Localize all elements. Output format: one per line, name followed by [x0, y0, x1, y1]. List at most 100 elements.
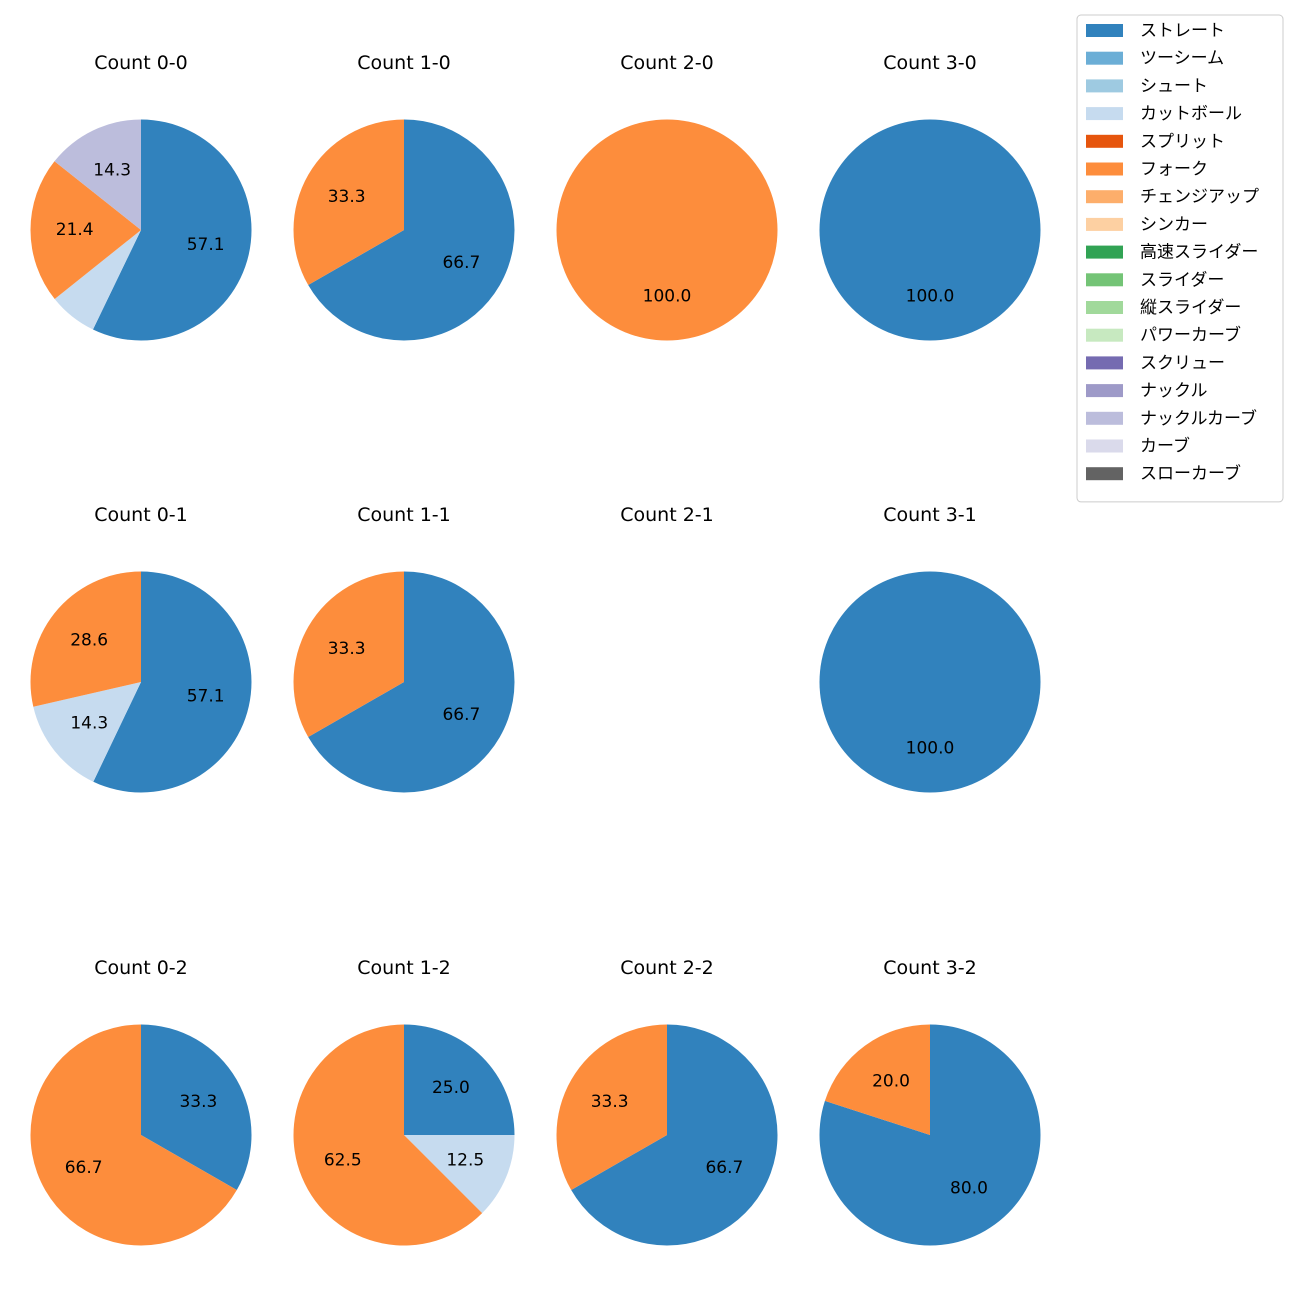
pie-title: Count 0-2	[94, 957, 188, 979]
pie-title: Count 0-1	[94, 504, 188, 526]
pie-slice	[92, 119, 252, 341]
legend-label: ナックル	[1140, 381, 1208, 401]
pie-title: Count 1-2	[357, 957, 451, 979]
legend-entry: カーブ	[1086, 436, 1190, 457]
slice-label: 100.0	[906, 286, 955, 306]
legend-label: シュート	[1140, 76, 1208, 96]
pie-slice	[54, 119, 142, 230]
pie-title: Count 3-2	[883, 957, 977, 979]
slice-label: 25.0	[432, 1078, 470, 1098]
pie-slice	[556, 119, 778, 341]
pie-title: Count 2-0	[620, 52, 714, 74]
legend-label: シンカー	[1140, 215, 1208, 235]
slice-label: 33.3	[179, 1092, 217, 1112]
legend-label: ストレート	[1140, 21, 1225, 41]
legend-swatch	[1086, 356, 1123, 370]
slice-label: 12.5	[446, 1150, 484, 1170]
legend-swatch	[1086, 134, 1123, 148]
legend-label: カットボール	[1140, 104, 1242, 124]
slice-label: 33.3	[328, 187, 366, 207]
slice-label: 66.7	[65, 1158, 103, 1178]
legend-swatch	[1086, 301, 1123, 314]
legend-swatch	[1086, 217, 1123, 231]
legend-entry: フォーク	[1086, 160, 1208, 180]
pie-slice	[30, 1024, 237, 1246]
legend-entry: スライダー	[1086, 270, 1224, 290]
legend-swatch	[1086, 411, 1123, 425]
pie-9: Count 0-2 33.3 66.7	[30, 957, 252, 1246]
legend-entry: ナックルカーブ	[1086, 408, 1257, 429]
legend-swatch	[1086, 439, 1123, 453]
pie-slice	[293, 571, 404, 738]
slice-label: 57.1	[187, 235, 225, 255]
legend-entry: スプリット	[1086, 132, 1225, 152]
slice-label: 66.7	[442, 253, 480, 273]
pie-slice	[54, 230, 142, 330]
legend-label: スクリュー	[1140, 353, 1225, 373]
pie-title: Count 0-0	[94, 52, 188, 74]
legend-entry: スクリュー	[1086, 353, 1225, 373]
legend-entry: カットボール	[1086, 104, 1242, 124]
slice-label: 28.6	[70, 631, 108, 651]
slice-label: 21.4	[56, 220, 94, 240]
legend-label: カーブ	[1140, 436, 1190, 457]
legend-label: ナックルカーブ	[1140, 408, 1257, 429]
pie-slice	[33, 682, 142, 782]
pie-5: Count 0-1 57.1 14.3 28.6	[30, 504, 252, 793]
legend-entry: ツーシーム	[1086, 49, 1224, 69]
slice-label: 66.7	[442, 705, 480, 725]
pie-title: Count 1-0	[357, 52, 451, 74]
pie-slice	[819, 571, 1041, 793]
pie-2: Count 1-0 66.7 33.3	[293, 52, 515, 341]
legend-swatch	[1086, 190, 1123, 204]
legend-label: スプリット	[1140, 132, 1225, 152]
pie-slice	[556, 1024, 667, 1191]
legend-swatch	[1086, 245, 1123, 259]
pie-slice	[824, 1024, 930, 1135]
slice-label: 20.0	[872, 1071, 910, 1091]
slice-label: 66.7	[705, 1158, 743, 1178]
legend-swatch	[1086, 24, 1123, 37]
slice-label: 14.3	[70, 713, 108, 733]
pie-6: Count 1-1 66.7 33.3	[293, 504, 515, 793]
legend-label: パワーカーブ	[1140, 325, 1241, 346]
legend-entry: チェンジアップ	[1086, 187, 1259, 207]
slice-label: 80.0	[950, 1179, 988, 1199]
legend-entry: シュート	[1086, 76, 1208, 96]
legend-label: チェンジアップ	[1140, 187, 1259, 207]
pie-slice	[571, 1024, 778, 1246]
legend-swatch	[1086, 273, 1123, 287]
pie-title: Count 3-1	[883, 504, 977, 526]
pie-3: Count 2-0 100.0	[556, 52, 778, 341]
pie-slice	[141, 1024, 252, 1191]
slice-label: 62.5	[324, 1150, 362, 1170]
slice-label: 100.0	[906, 738, 955, 758]
pie-slice	[93, 571, 252, 793]
pie-slice	[308, 571, 515, 793]
legend: ストレートツーシームシュートカットボールスプリットフォークチェンジアップシンカー…	[1076, 14, 1284, 503]
pie-title: Count 1-1	[357, 504, 451, 526]
legend-label: 縦スライダー	[1140, 298, 1241, 318]
pie-slice	[819, 119, 1041, 341]
legend-entry: パワーカーブ	[1086, 325, 1241, 346]
legend-swatch	[1086, 79, 1123, 93]
legend-entry: 高速スライダー	[1086, 243, 1258, 263]
legend-swatch	[1086, 107, 1123, 121]
pie-4: Count 3-0 100.0	[819, 52, 1041, 341]
legend-entry: シンカー	[1086, 215, 1208, 235]
pie-12: Count 3-2 80.0 20.0	[819, 957, 1041, 1246]
pie-title: Count 2-1	[620, 504, 714, 526]
legend-label: 高速スライダー	[1140, 243, 1258, 263]
legend-label: ツーシーム	[1140, 49, 1224, 69]
pie-slice	[404, 1024, 515, 1135]
pie-1: Count 0-0 57.1 21.4 14.3	[30, 52, 252, 341]
pie-8: Count 3-1 100.0	[819, 504, 1041, 793]
pie-10: Count 1-2 25.0 12.5 62.5	[293, 957, 515, 1246]
legend-swatch	[1086, 384, 1123, 398]
pie-title: Count 3-0	[883, 52, 977, 74]
slice-label: 57.1	[187, 687, 225, 707]
legend-label: フォーク	[1140, 160, 1208, 180]
slice-label: 14.3	[93, 160, 131, 180]
legend-entry: ストレート	[1086, 21, 1225, 41]
